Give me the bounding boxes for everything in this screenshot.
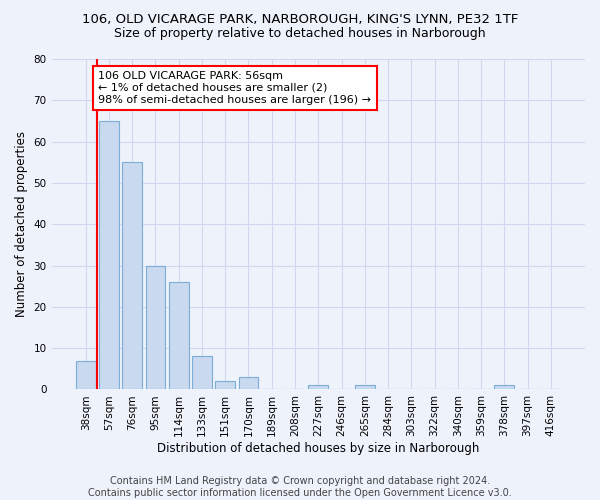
Bar: [169, 282, 188, 390]
Y-axis label: Number of detached properties: Number of detached properties: [15, 131, 28, 317]
Text: 106, OLD VICARAGE PARK, NARBOROUGH, KING'S LYNN, PE32 1TF: 106, OLD VICARAGE PARK, NARBOROUGH, KING…: [82, 12, 518, 26]
Bar: [215, 381, 235, 390]
Text: Size of property relative to detached houses in Narborough: Size of property relative to detached ho…: [114, 28, 486, 40]
X-axis label: Distribution of detached houses by size in Narborough: Distribution of detached houses by size …: [157, 442, 479, 455]
Bar: [76, 360, 95, 390]
Bar: [494, 386, 514, 390]
Bar: [239, 377, 259, 390]
Bar: [122, 162, 142, 390]
Bar: [146, 266, 166, 390]
Bar: [99, 121, 119, 390]
Text: 106 OLD VICARAGE PARK: 56sqm
← 1% of detached houses are smaller (2)
98% of semi: 106 OLD VICARAGE PARK: 56sqm ← 1% of det…: [98, 72, 371, 104]
Text: Contains HM Land Registry data © Crown copyright and database right 2024.
Contai: Contains HM Land Registry data © Crown c…: [88, 476, 512, 498]
Bar: [355, 386, 374, 390]
Bar: [308, 386, 328, 390]
Bar: [192, 356, 212, 390]
